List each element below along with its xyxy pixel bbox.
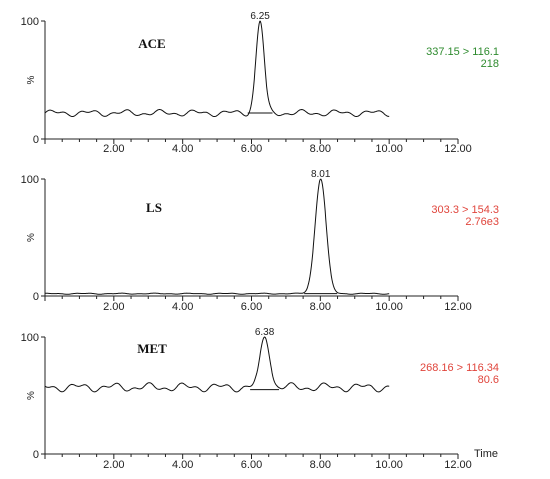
panel-ls: 100 0% 2.00 4.00 6.00 8.00 10.00 12.00 8.01 LS 303… bbox=[21, 169, 499, 313]
x-tick-label: 8.00 bbox=[310, 143, 331, 155]
x-tick-label: 12.00 bbox=[444, 301, 472, 313]
x-tick-label: 8.00 bbox=[310, 459, 331, 471]
chromatogram-trace bbox=[44, 20, 390, 117]
x-tick-label: 8.00 bbox=[310, 301, 331, 313]
mrm-transition: 303.3 > 154.3 bbox=[431, 204, 499, 216]
y-tick-label: 100 bbox=[21, 332, 39, 344]
x-tick-label: 4.00 bbox=[172, 459, 193, 471]
x-tick-label: 2.00 bbox=[103, 143, 124, 155]
x-tick-label: 10.00 bbox=[375, 143, 403, 155]
panel-met: 100 0% 2.00 4.00 6.00 8.00 10.00 12.00 6.38 MET 26… bbox=[21, 327, 499, 471]
y-tick-label: 0 bbox=[33, 291, 39, 303]
chromatogram-trace bbox=[45, 178, 390, 295]
x-tick-label: 2.00 bbox=[103, 301, 124, 313]
x-tick-label: 4.00 bbox=[172, 301, 193, 313]
peak-retention-time: 6.25 bbox=[250, 11, 270, 22]
x-tick-label: 10.00 bbox=[375, 301, 403, 313]
x-tick-label: 2.00 bbox=[103, 459, 124, 471]
y-tick-label: 100 bbox=[21, 16, 39, 28]
panel-ace: 100 0% 2.00 4.00 6.00 8.00 10.00 12.00 6.25 ACE 33… bbox=[21, 11, 499, 155]
y-axis-label: % bbox=[26, 75, 37, 84]
compound-name: MET bbox=[137, 341, 167, 356]
x-tick-label: 6.00 bbox=[241, 301, 262, 313]
y-axis-label: % bbox=[26, 233, 37, 242]
x-tick-label: 10.00 bbox=[375, 459, 403, 471]
y-tick-label: 0 bbox=[33, 449, 39, 461]
compound-name: ACE bbox=[138, 36, 165, 51]
peak-retention-time: 6.38 bbox=[255, 327, 275, 338]
x-tick-label: 6.00 bbox=[241, 143, 262, 155]
peak-intensity: 2.76e3 bbox=[465, 216, 499, 228]
x-tick-label: 12.00 bbox=[444, 143, 472, 155]
x-tick-label: 4.00 bbox=[172, 143, 193, 155]
compound-name: LS bbox=[146, 200, 162, 215]
x-tick-label: 6.00 bbox=[241, 459, 262, 471]
peak-retention-time: 8.01 bbox=[311, 169, 331, 180]
y-tick-label: 0 bbox=[33, 134, 39, 146]
x-tick-label: 12.00 bbox=[444, 459, 472, 471]
y-tick-label: 100 bbox=[21, 174, 39, 186]
mrm-transition: 337.15 > 116.1 bbox=[426, 46, 499, 58]
x-axis-title: Time bbox=[474, 448, 498, 460]
peak-intensity: 218 bbox=[481, 58, 499, 70]
peak-intensity: 80.6 bbox=[478, 374, 499, 386]
chromatogram-trace bbox=[44, 336, 390, 393]
y-axis-label: % bbox=[26, 391, 37, 400]
mrm-transition: 268.16 > 116.34 bbox=[420, 362, 499, 374]
